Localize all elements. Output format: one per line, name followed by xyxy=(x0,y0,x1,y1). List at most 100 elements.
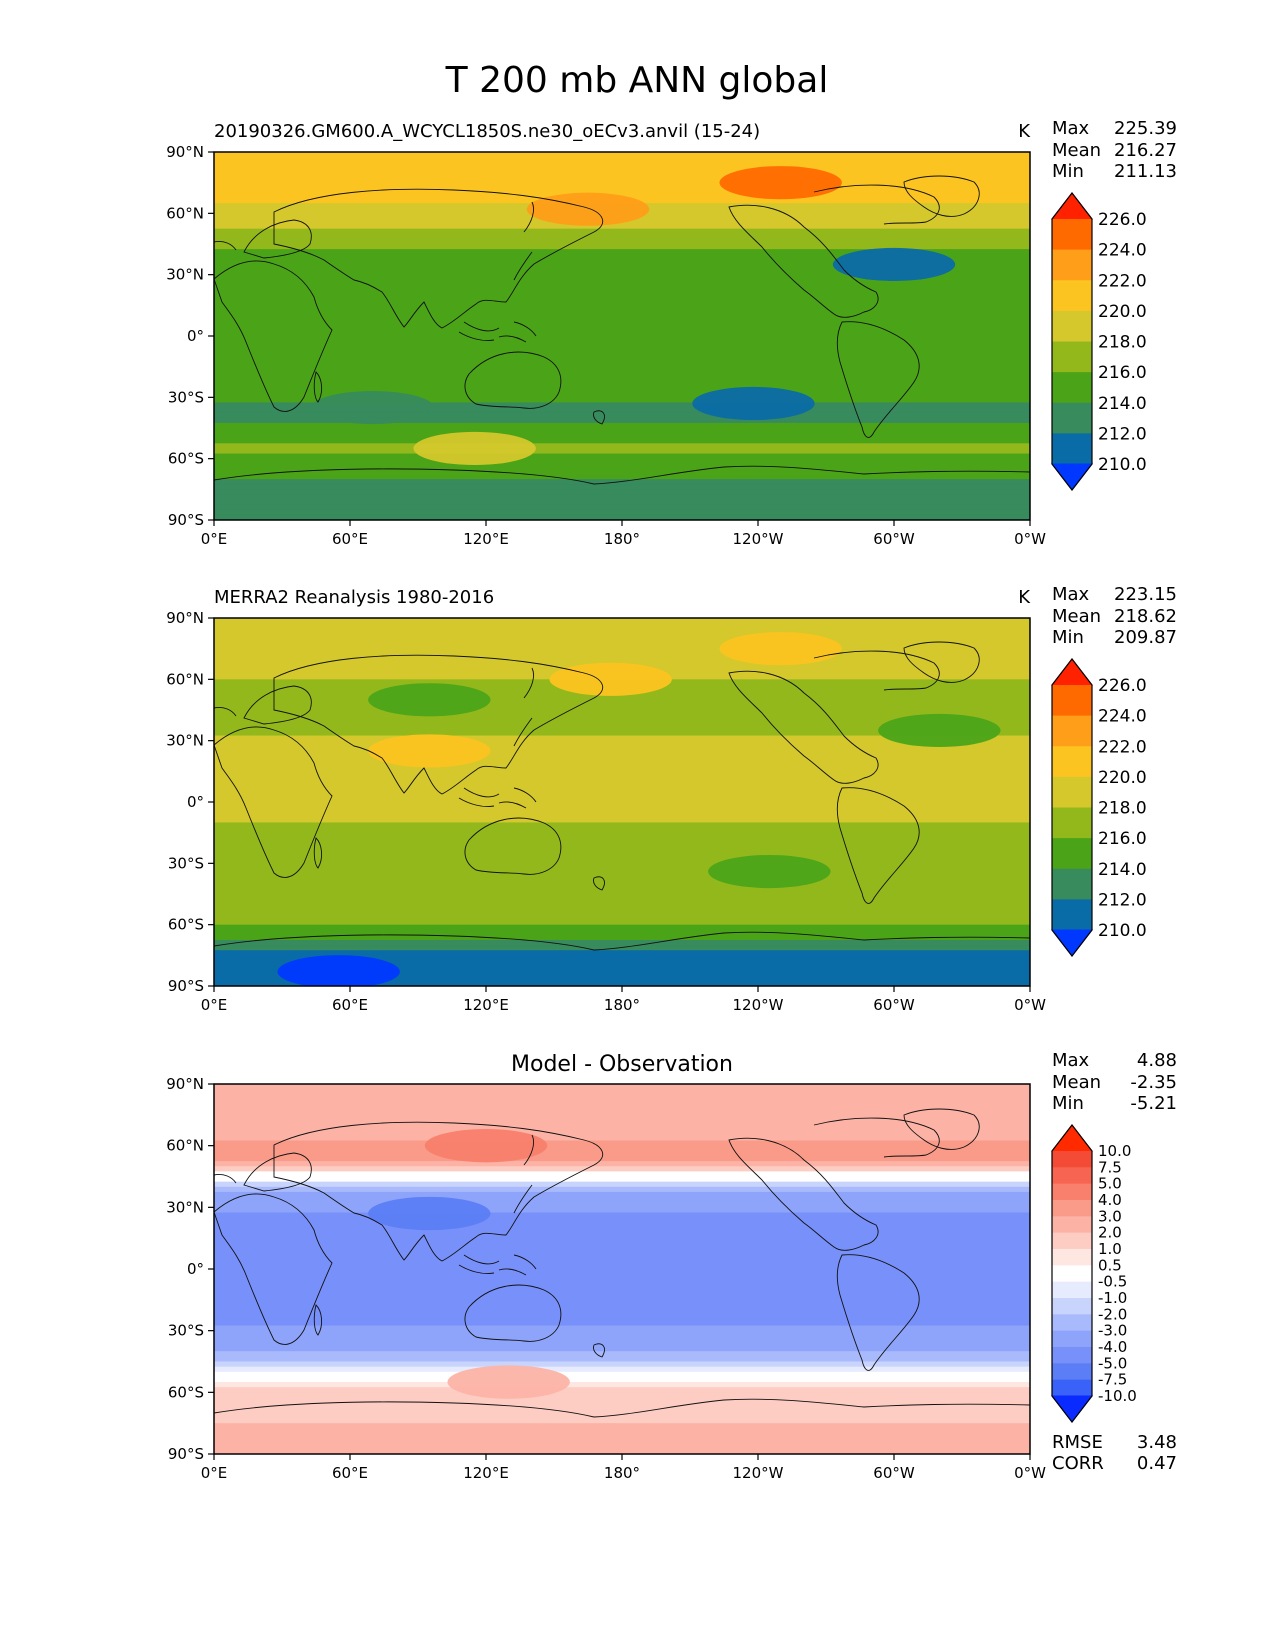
field-band xyxy=(214,1217,1030,1224)
ytick-label: 90°S xyxy=(168,1445,204,1463)
field-band xyxy=(214,704,1030,711)
colorbar-tick-label: -5.0 xyxy=(1098,1354,1127,1372)
colorbar-segment xyxy=(1052,1298,1092,1315)
panel-diff-rmse: 3.48 xyxy=(1137,1432,1177,1453)
field-band xyxy=(214,259,1030,266)
field-band xyxy=(214,284,1030,291)
field-band xyxy=(214,499,1030,506)
field-band xyxy=(214,1315,1030,1321)
panel-diff-xticks: 0°E 60°E 120°E 180° 120°W 60°W 0°W xyxy=(201,1454,1046,1482)
field-band xyxy=(214,725,1030,732)
field-band xyxy=(214,310,1030,317)
field-band xyxy=(214,1238,1030,1244)
field-band xyxy=(214,1258,1030,1265)
field-band xyxy=(214,924,1030,931)
panel-model-colorbar: 226.0 224.0 222.0 220.0 218.0 216.0 214.0 212.0… xyxy=(1050,192,1147,491)
ytick-label: 90°N xyxy=(166,1075,204,1093)
anom-north-pacific xyxy=(526,192,650,226)
colorbar-tick-label: -4.0 xyxy=(1098,1338,1127,1356)
field-band xyxy=(214,330,1030,337)
colorbar-outline xyxy=(1051,192,1093,491)
field-band xyxy=(214,162,1030,168)
field-band xyxy=(214,837,1030,844)
field-band xyxy=(214,863,1030,870)
field-band xyxy=(214,361,1030,368)
field-band xyxy=(214,950,1030,956)
field-band xyxy=(214,750,1030,757)
field-band xyxy=(214,1140,1030,1147)
colorbar-segment xyxy=(1052,219,1092,251)
field-band xyxy=(214,1335,1030,1342)
ytick-label: 0° xyxy=(187,793,204,811)
field-band xyxy=(214,479,1030,485)
field-band xyxy=(214,1130,1030,1136)
field-band xyxy=(214,771,1030,778)
field-band xyxy=(214,894,1030,900)
field-band xyxy=(214,802,1030,808)
colorbar-extend-bottom xyxy=(1050,929,1094,957)
field-band xyxy=(214,458,1030,465)
ytick-label: 60°N xyxy=(166,670,204,688)
panel-obs-stat-max: 223.15 xyxy=(1114,584,1177,605)
field-band xyxy=(214,1207,1030,1214)
anom-tibet-cold xyxy=(368,1196,491,1231)
panel-diff-corr: 0.47 xyxy=(1137,1453,1177,1474)
ytick-label: 90°S xyxy=(168,977,204,995)
field-band xyxy=(214,796,1030,803)
field-band xyxy=(214,1418,1030,1424)
colorbar-segment xyxy=(1052,899,1092,931)
field-band xyxy=(214,791,1030,798)
panel-model-field xyxy=(214,152,1030,520)
field-band xyxy=(214,1310,1030,1316)
colorbar-segment xyxy=(1052,1379,1092,1397)
colorbar-extend-bottom xyxy=(1050,463,1094,491)
panel-model-stat-mean-label: Mean xyxy=(1052,140,1101,161)
colorbar-segment xyxy=(1052,249,1092,281)
colorbar-tick-label: 5.0 xyxy=(1098,1175,1122,1193)
panel-obs-stats: Max 223.15 Mean 218.62 Min 209.87 xyxy=(1052,584,1177,648)
field-band xyxy=(214,761,1030,767)
ytick-label: 90°N xyxy=(166,609,204,627)
colorbar-tick-label: 4.0 xyxy=(1098,1191,1122,1209)
colorbar-segment xyxy=(1052,1151,1092,1168)
colorbar-segment xyxy=(1052,1249,1092,1266)
panel-model-stat-mean: 216.27 xyxy=(1114,140,1177,161)
field-band xyxy=(214,1371,1030,1378)
field-band xyxy=(214,1269,1030,1275)
field-band xyxy=(214,509,1030,516)
ytick-label: 60°S xyxy=(168,1383,204,1401)
colorbar-segment xyxy=(1052,868,1092,900)
colorbar-tick-label: 218.0 xyxy=(1098,799,1147,819)
field-band xyxy=(214,295,1030,301)
field-band xyxy=(214,336,1030,342)
field-band xyxy=(214,356,1030,363)
colorbar-segment xyxy=(1052,1265,1092,1283)
panel-diff-stat-max: 4.88 xyxy=(1137,1050,1177,1071)
field-band xyxy=(214,832,1030,839)
panel-diff-title: Model - Observation xyxy=(511,1052,733,1077)
field-band xyxy=(214,428,1030,434)
field-band xyxy=(214,504,1030,511)
colorbar-segment xyxy=(1052,1167,1092,1185)
field-band xyxy=(214,1145,1030,1152)
field-band xyxy=(214,1114,1030,1121)
anom-siberia xyxy=(368,683,491,717)
field-band xyxy=(214,152,1030,158)
colorbar-segment xyxy=(1052,838,1092,870)
colorbar-tick-label: 210.0 xyxy=(1098,921,1147,941)
field-band xyxy=(214,1094,1030,1101)
field-band xyxy=(214,1191,1030,1198)
anom-antarctic xyxy=(277,955,400,986)
field-band xyxy=(214,254,1030,260)
field-band xyxy=(214,1366,1030,1373)
field-band xyxy=(214,960,1030,967)
field-band xyxy=(214,1387,1030,1393)
ytick-label: 30°S xyxy=(168,388,204,406)
field-band xyxy=(214,1155,1030,1162)
colorbar-tick-label: -10.0 xyxy=(1098,1387,1137,1405)
colorbar-segment xyxy=(1052,776,1092,808)
field-band xyxy=(214,1135,1030,1142)
panel-obs-colorbar: 226.0 224.0 222.0 220.0 218.0 216.0 214.0 212.0… xyxy=(1050,658,1147,957)
field-band xyxy=(214,494,1030,501)
field-band xyxy=(214,1443,1030,1450)
